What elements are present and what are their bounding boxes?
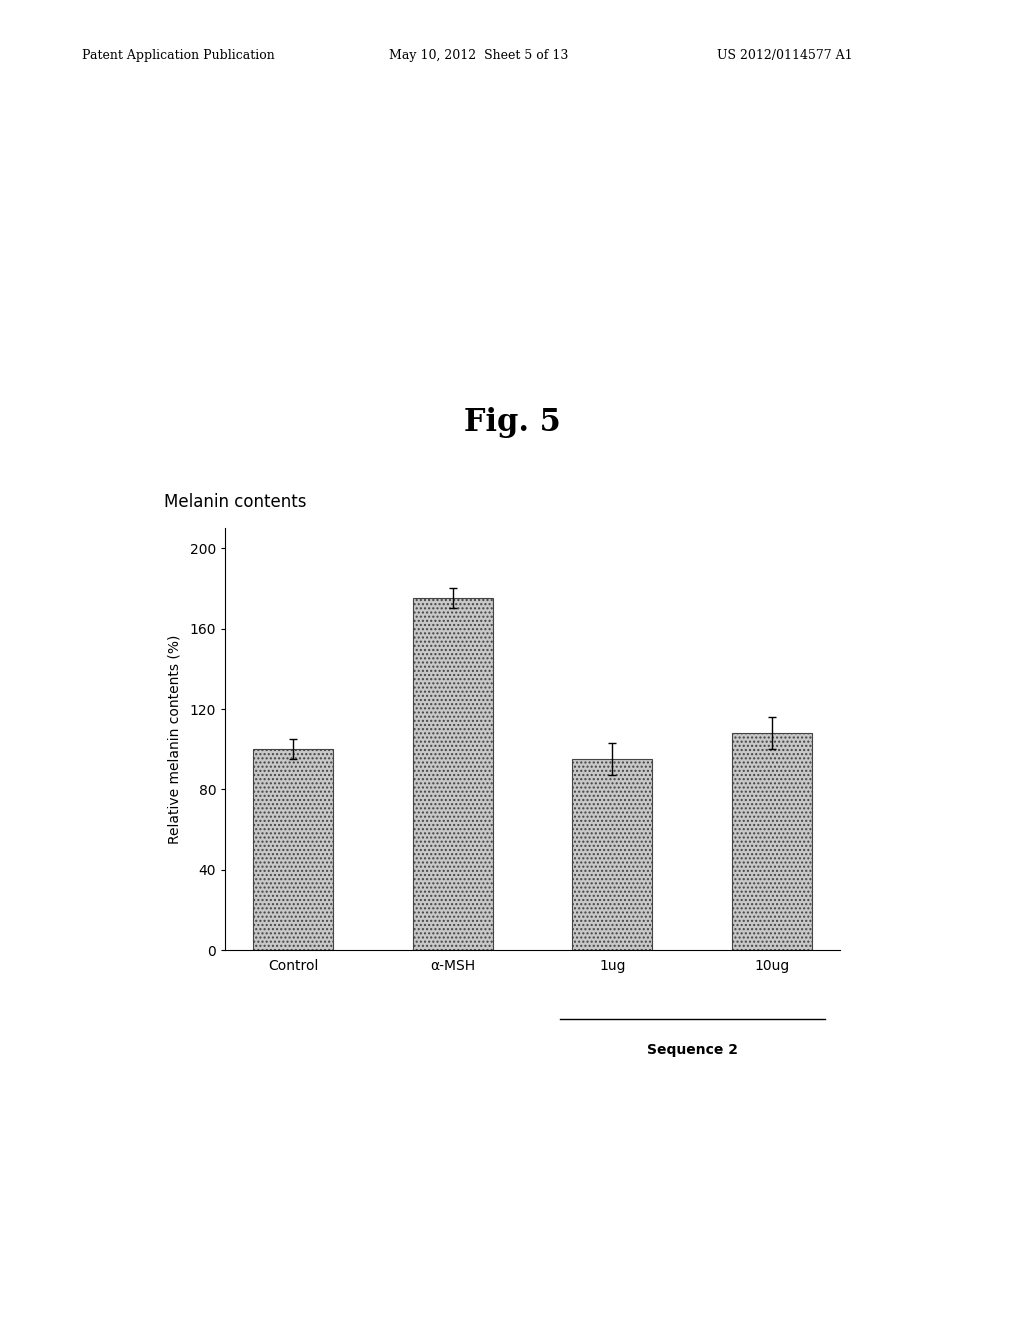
Y-axis label: Relative melanin contents (%): Relative melanin contents (%) xyxy=(167,635,181,843)
Bar xyxy=(253,750,333,950)
Text: Patent Application Publication: Patent Application Publication xyxy=(82,49,274,62)
Text: May 10, 2012  Sheet 5 of 13: May 10, 2012 Sheet 5 of 13 xyxy=(389,49,568,62)
Bar xyxy=(572,759,652,950)
Text: Fig. 5: Fig. 5 xyxy=(464,407,560,438)
Text: Sequence 2: Sequence 2 xyxy=(646,1043,737,1057)
Bar xyxy=(732,733,812,950)
Bar xyxy=(413,598,493,950)
Text: Melanin contents: Melanin contents xyxy=(164,492,306,511)
Text: US 2012/0114577 A1: US 2012/0114577 A1 xyxy=(717,49,852,62)
